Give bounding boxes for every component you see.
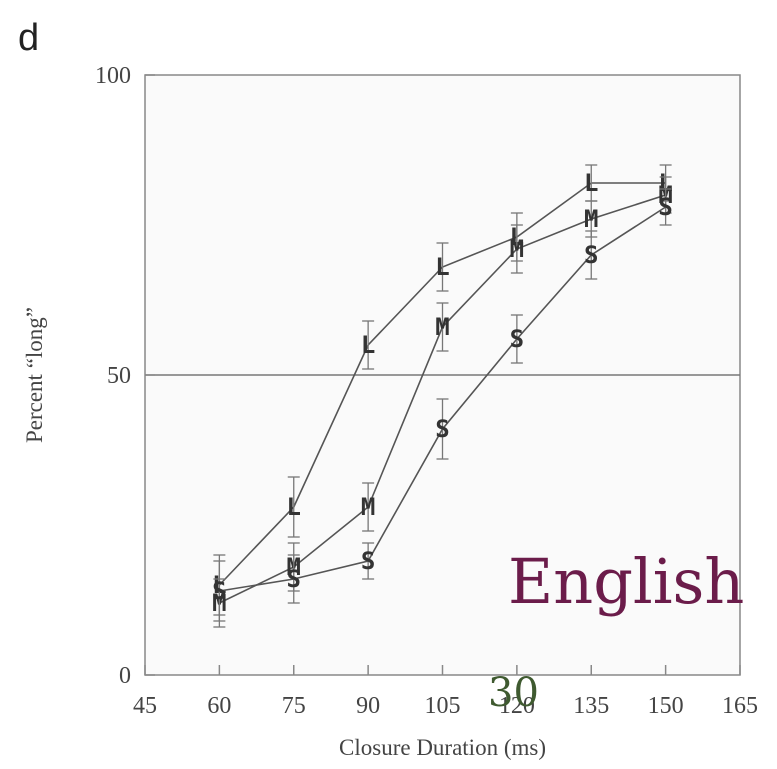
x-tick-label: 105 — [425, 693, 461, 719]
data-point-S: S — [584, 241, 598, 269]
data-point-S: S — [658, 193, 672, 221]
language-overlay-label: English — [508, 545, 744, 618]
x-axis: 45 60 75 90 105 120 135 150 165 — [133, 665, 758, 719]
data-point-L: L — [287, 493, 301, 521]
data-point-S: S — [287, 565, 301, 593]
x-tick-label: 60 — [207, 693, 231, 719]
y-tick-label: 50 — [107, 363, 131, 389]
data-point-M: M — [361, 493, 375, 521]
y-tick-label: 100 — [95, 63, 131, 89]
panel-label: d — [18, 17, 39, 59]
data-point-M: M — [510, 235, 524, 263]
data-point-S: S — [435, 415, 449, 443]
x-tick-label: 135 — [573, 693, 609, 719]
data-point-L: L — [435, 253, 449, 281]
y-axis: 0 50 100 — [95, 63, 155, 689]
y-tick-label: 0 — [119, 663, 131, 689]
data-point-L: L — [361, 331, 375, 359]
x-tick-label: 165 — [722, 693, 758, 719]
y-axis-title: Percent “long” — [22, 307, 47, 443]
data-point-M: M — [435, 313, 449, 341]
x-tick-label: 120 — [499, 693, 535, 719]
x-tick-label: 90 — [356, 693, 380, 719]
data-point-L: L — [584, 169, 598, 197]
data-point-M: M — [584, 205, 598, 233]
data-point-S: S — [212, 577, 226, 605]
x-tick-label: 45 — [133, 693, 157, 719]
data-point-S: S — [361, 547, 375, 575]
x-axis-title: Closure Duration (ms) — [339, 735, 546, 760]
series-S: S S S S S S S — [212, 188, 673, 622]
x-tick-label: 75 — [282, 693, 306, 719]
data-point-S: S — [510, 325, 524, 353]
x-tick-label: 150 — [648, 693, 684, 719]
page-number-overlay: 30 — [488, 670, 539, 716]
